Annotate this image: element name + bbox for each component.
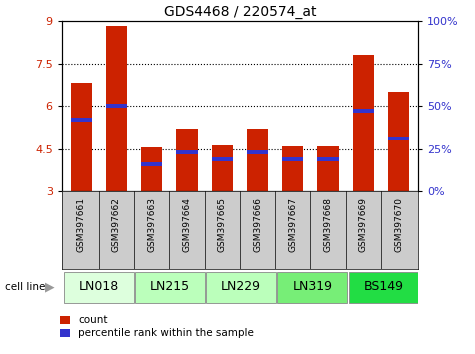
Text: GSM397670: GSM397670 [394,198,403,252]
Bar [176,130,198,191]
Bar [353,109,374,113]
Bar [388,92,409,191]
Bar [388,137,409,140]
Text: GSM397665: GSM397665 [218,198,227,252]
FancyBboxPatch shape [277,272,348,303]
Text: GSM397666: GSM397666 [253,198,262,252]
Text: GSM397664: GSM397664 [182,198,191,252]
Bar [106,26,127,191]
Legend: count, percentile rank within the sample: count, percentile rank within the sample [57,313,256,341]
Bar [71,83,92,191]
FancyBboxPatch shape [206,272,276,303]
FancyBboxPatch shape [135,272,205,303]
FancyBboxPatch shape [349,272,419,303]
Text: LN215: LN215 [150,280,190,292]
Bar [247,150,268,154]
Bar [282,157,304,161]
Text: LN319: LN319 [293,280,332,292]
Text: ▶: ▶ [45,280,55,293]
Text: LN018: LN018 [78,280,119,292]
Bar [141,147,162,191]
Bar [247,130,268,191]
Title: GDS4468 / 220574_at: GDS4468 / 220574_at [163,5,316,19]
Text: BS149: BS149 [364,280,404,292]
Text: GSM397663: GSM397663 [147,198,156,252]
Text: LN229: LN229 [221,280,261,292]
Bar [282,146,304,191]
Bar [317,157,339,161]
Text: GSM397662: GSM397662 [112,198,121,252]
Bar [353,55,374,191]
Bar [141,162,162,166]
Bar [212,145,233,191]
Text: GSM397661: GSM397661 [76,198,86,252]
Bar [212,157,233,161]
Text: GSM397669: GSM397669 [359,198,368,252]
Text: GSM397668: GSM397668 [323,198,332,252]
Bar [106,104,127,108]
Text: GSM397667: GSM397667 [288,198,297,252]
Text: cell line: cell line [5,282,45,292]
Bar [317,147,339,191]
Bar [176,150,198,154]
FancyBboxPatch shape [64,272,134,303]
Bar [71,118,92,122]
